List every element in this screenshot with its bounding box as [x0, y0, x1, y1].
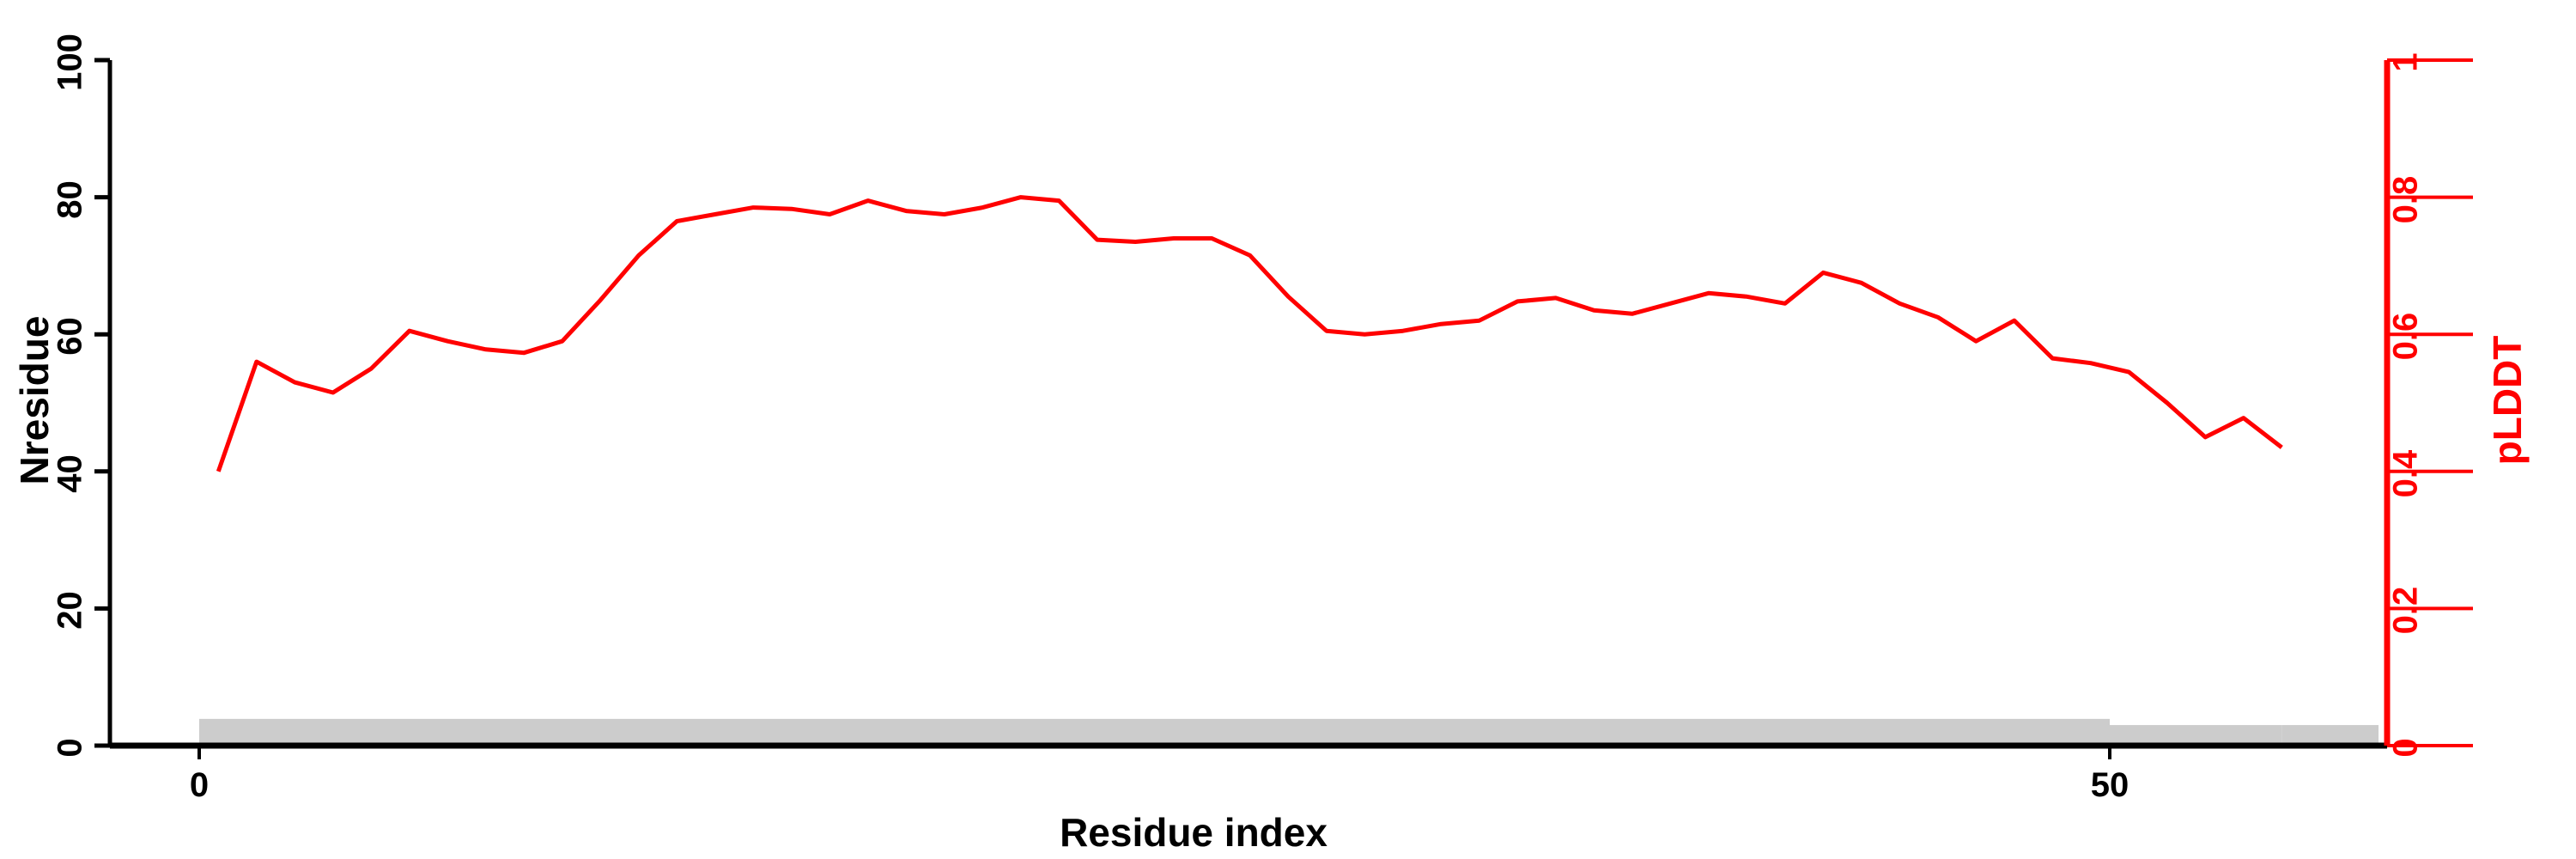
y-axis-right-tick-label: 1 [2386, 52, 2425, 72]
nresidue-bar-segment [2110, 725, 2282, 746]
x-axis-title: Residue index [1060, 810, 1327, 855]
y-axis-left-tick-label: 40 [51, 454, 89, 493]
plot-graphics [94, 58, 2473, 759]
y-axis-left-tick-label: 20 [51, 591, 89, 631]
x-axis-tick-label: 0 [189, 766, 210, 804]
y-axis-left-tick-label: 60 [51, 317, 89, 356]
y-axis-right-tick-label: 0.6 [2386, 312, 2425, 361]
y-axis-left-tick-label: 0 [51, 738, 89, 758]
y-axis-left-tick-label: 100 [51, 34, 89, 91]
y-axis-right-tick-label: 0.2 [2386, 587, 2425, 635]
y-axis-left-tick-label: 80 [51, 180, 89, 219]
y-axis-right-tick-label: 0 [2386, 738, 2425, 758]
x-axis-tick-label: 50 [2090, 766, 2129, 804]
nresidue-bar-segment [2281, 725, 2379, 746]
y-axis-right-title: pLDDT [2485, 335, 2530, 466]
nresidue-bar-segment [199, 718, 2110, 746]
plddt-line [216, 195, 2283, 472]
y-axis-right-tick-label: 0.8 [2386, 175, 2425, 223]
y-axis-right-tick-label: 0.4 [2386, 449, 2425, 498]
